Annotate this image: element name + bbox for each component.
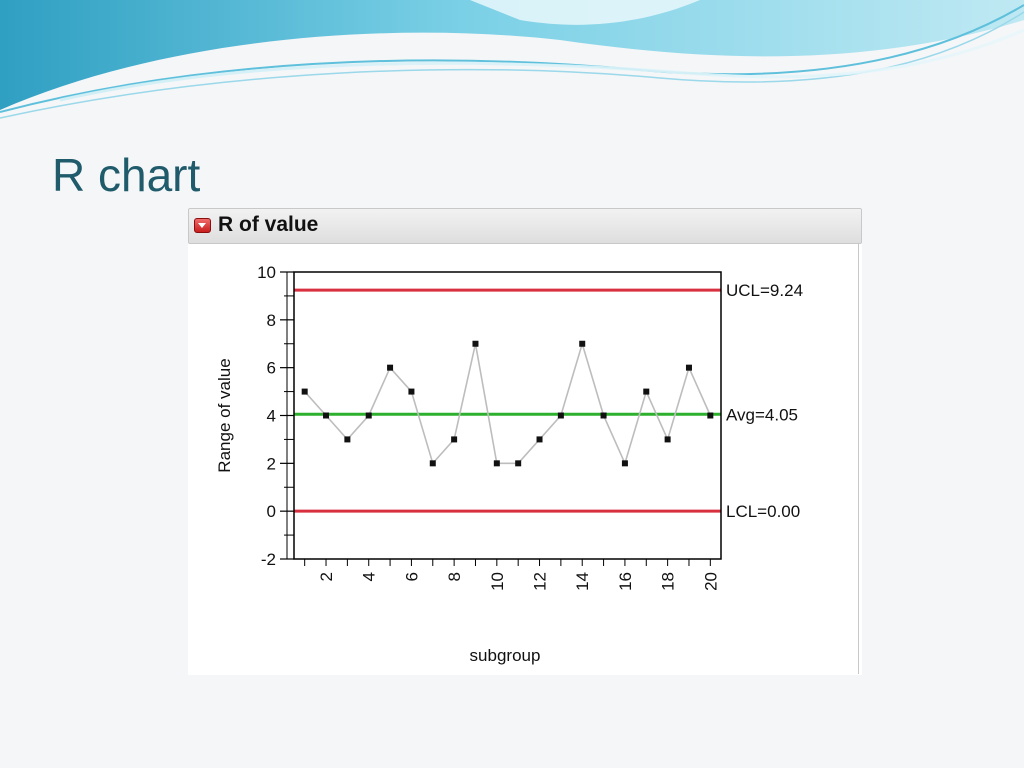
panel-border: [858, 244, 859, 674]
data-point: [408, 388, 415, 395]
control-limit-label: LCL=0.00: [726, 502, 800, 521]
y-tick-label: 10: [257, 263, 276, 282]
data-point: [557, 412, 564, 419]
y-tick-label: 0: [267, 502, 276, 521]
data-point: [451, 436, 458, 443]
x-tick-label: 6: [402, 572, 421, 581]
data-point: [515, 460, 522, 467]
data-point: [579, 340, 586, 347]
x-axis-label: subgroup: [470, 646, 541, 665]
x-tick-label: 4: [360, 572, 379, 581]
x-axis: 2 4 6 8 10 12 14 16 18 20: [304, 559, 720, 591]
header-wave-decoration: [0, 0, 1024, 119]
y-tick-label: -2: [261, 550, 276, 569]
series-line: [304, 340, 712, 466]
x-tick-label: 14: [573, 572, 592, 591]
data-point: [536, 436, 543, 443]
x-tick-label: 2: [317, 572, 336, 581]
y-axis-label: Range of value: [215, 358, 234, 472]
data-point: [685, 364, 692, 371]
disclosure-triangle-icon[interactable]: [194, 218, 211, 233]
chart-panel: R of value: [188, 208, 862, 675]
control-limit-label: UCL=9.24: [726, 281, 803, 300]
x-tick-label: 16: [616, 572, 635, 591]
data-point: [621, 460, 628, 467]
data-point: [344, 436, 351, 443]
data-point: [301, 388, 308, 395]
y-tick-label: 6: [267, 359, 276, 378]
data-point: [664, 436, 671, 443]
x-tick-label: 20: [701, 572, 720, 591]
y-tick-label: 8: [267, 311, 276, 330]
control-limits: UCL=9.24 Avg=4.05 LCL=0.00: [294, 281, 803, 521]
data-point: [600, 412, 607, 419]
x-tick-label: 10: [488, 572, 507, 591]
range-series: [301, 340, 714, 467]
y-axis: -2 0 2 4 6 8 10: [257, 263, 294, 569]
y-tick-label: 2: [267, 454, 276, 473]
panel-title: R of value: [218, 213, 319, 236]
x-tick-label: 8: [445, 572, 464, 581]
data-point: [387, 364, 394, 371]
average-label: Avg=4.05: [726, 405, 798, 424]
data-point: [472, 340, 479, 347]
data-point: [643, 388, 650, 395]
data-point: [707, 412, 714, 419]
data-point: [493, 460, 500, 467]
y-tick-label: 4: [267, 407, 276, 426]
x-tick-label: 18: [659, 572, 678, 591]
r-chart: -2 0 2 4 6 8 10 2 4 6 8 10 12 14 16 18 20 UCL=9.24 Avg=4…: [215, 263, 803, 665]
slide-title: R chart: [52, 149, 201, 201]
data-point: [323, 412, 330, 419]
panel-header: R of value: [188, 208, 862, 244]
plot-frame: [293, 271, 722, 560]
x-tick-label: 12: [531, 572, 550, 591]
data-point: [429, 460, 436, 467]
data-point: [365, 412, 372, 419]
